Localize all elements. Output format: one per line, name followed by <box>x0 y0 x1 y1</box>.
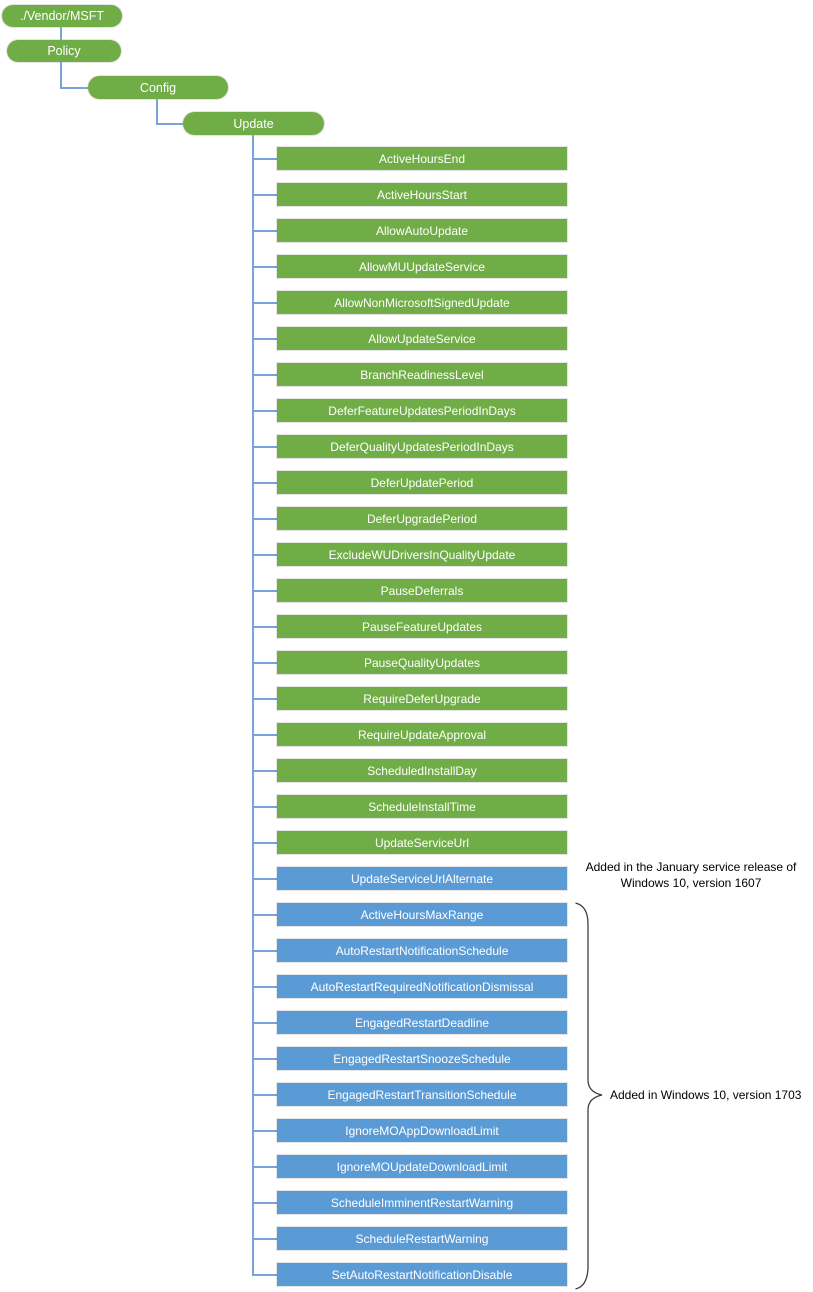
connector-config-update-horizontal <box>156 123 183 125</box>
node-IgnoreMOAppDownloadLimit: IgnoreMOAppDownloadLimit <box>277 1119 567 1142</box>
node-IgnoreMOUpdateDownloadLimit: IgnoreMOUpdateDownloadLimit <box>277 1155 567 1178</box>
connector-vendor-policy <box>60 27 62 40</box>
connector-stub <box>252 626 277 628</box>
node-AutoRestartRequiredNotificationDismissal: AutoRestartRequiredNotificationDismissal <box>277 975 567 998</box>
connector-stub <box>252 1166 277 1168</box>
connector-stub <box>252 374 277 376</box>
node-EngagedRestartSnoozeSchedule: EngagedRestartSnoozeSchedule <box>277 1047 567 1070</box>
node-PauseFeatureUpdates: PauseFeatureUpdates <box>277 615 567 638</box>
node-ScheduleRestartWarning: ScheduleRestartWarning <box>277 1227 567 1250</box>
connector-config-update-vertical <box>156 99 158 125</box>
connector-stub <box>252 410 277 412</box>
node-DeferUpgradePeriod: DeferUpgradePeriod <box>277 507 567 530</box>
connector-stub <box>252 158 277 160</box>
annotation-version-1607: Added in the January service release of … <box>571 859 811 891</box>
node-SetAutoRestartNotificationDisable: SetAutoRestartNotificationDisable <box>277 1263 567 1286</box>
node-ActiveHoursEnd: ActiveHoursEnd <box>277 147 567 170</box>
connector-stub <box>252 950 277 952</box>
connector-stub <box>252 230 277 232</box>
node-DeferQualityUpdatesPeriodInDays: DeferQualityUpdatesPeriodInDays <box>277 435 567 458</box>
node-ScheduleInstallTime: ScheduleInstallTime <box>277 795 567 818</box>
connector-stub <box>252 302 277 304</box>
connector-stub <box>252 482 277 484</box>
node-DeferFeatureUpdatesPeriodInDays: DeferFeatureUpdatesPeriodInDays <box>277 399 567 422</box>
node-AllowUpdateService: AllowUpdateService <box>277 327 567 350</box>
node-AutoRestartNotificationSchedule: AutoRestartNotificationSchedule <box>277 939 567 962</box>
annotation-version-1703: Added in Windows 10, version 1703 <box>610 1088 802 1102</box>
node-PauseDeferrals: PauseDeferrals <box>277 579 567 602</box>
node-update: Update <box>183 112 324 135</box>
connector-stub <box>252 266 277 268</box>
connector-stub <box>252 914 277 916</box>
node-AllowMUUpdateService: AllowMUUpdateService <box>277 255 567 278</box>
node-UpdateServiceUrl: UpdateServiceUrl <box>277 831 567 854</box>
annotation-version-1607-line1: Added in the January service release of <box>585 860 797 874</box>
node-config: Config <box>88 76 228 99</box>
node-PauseQualityUpdates: PauseQualityUpdates <box>277 651 567 674</box>
connector-stub <box>252 1238 277 1240</box>
connector-stub <box>252 1202 277 1204</box>
connector-stub <box>252 770 277 772</box>
node-ExcludeWUDriversInQualityUpdate: ExcludeWUDriversInQualityUpdate <box>277 543 567 566</box>
connector-stub <box>252 842 277 844</box>
connector-stub <box>252 338 277 340</box>
connector-stub <box>252 1130 277 1132</box>
node-BranchReadinessLevel: BranchReadinessLevel <box>277 363 567 386</box>
connector-stub <box>252 194 277 196</box>
node-ActiveHoursStart: ActiveHoursStart <box>277 183 567 206</box>
connector-stub <box>252 1058 277 1060</box>
connector-stub <box>252 446 277 448</box>
node-DeferUpdatePeriod: DeferUpdatePeriod <box>277 471 567 494</box>
connector-stub <box>252 878 277 880</box>
connector-stub <box>252 554 277 556</box>
connector-policy-config-horizontal <box>60 87 88 89</box>
connector-stub <box>252 734 277 736</box>
connector-stub <box>252 662 277 664</box>
connector-stub <box>252 518 277 520</box>
node-vendor-msft: ./Vendor/MSFT <box>2 5 122 27</box>
node-ScheduleImminentRestartWarning: ScheduleImminentRestartWarning <box>277 1191 567 1214</box>
node-RequireDeferUpgrade: RequireDeferUpgrade <box>277 687 567 710</box>
node-policy: Policy <box>7 40 121 62</box>
node-EngagedRestartTransitionSchedule: EngagedRestartTransitionSchedule <box>277 1083 567 1106</box>
node-UpdateServiceUrlAlternate: UpdateServiceUrlAlternate <box>277 867 567 890</box>
connector-stub <box>252 1022 277 1024</box>
connector-stub <box>252 1274 277 1276</box>
node-EngagedRestartDeadline: EngagedRestartDeadline <box>277 1011 567 1034</box>
connector-stub <box>252 806 277 808</box>
node-ScheduledInstallDay: ScheduledInstallDay <box>277 759 567 782</box>
annotation-version-1607-line2: Windows 10, version 1607 <box>620 876 762 890</box>
node-AllowNonMicrosoftSignedUpdate: AllowNonMicrosoftSignedUpdate <box>277 291 567 314</box>
connector-stub <box>252 590 277 592</box>
node-AllowAutoUpdate: AllowAutoUpdate <box>277 219 567 242</box>
connector-update-trunk <box>252 135 254 1276</box>
connector-stub <box>252 698 277 700</box>
connector-stub <box>252 986 277 988</box>
node-ActiveHoursMaxRange: ActiveHoursMaxRange <box>277 903 567 926</box>
node-RequireUpdateApproval: RequireUpdateApproval <box>277 723 567 746</box>
brace-path <box>575 902 603 1290</box>
connector-stub <box>252 1094 277 1096</box>
connector-policy-config-vertical <box>60 62 62 89</box>
